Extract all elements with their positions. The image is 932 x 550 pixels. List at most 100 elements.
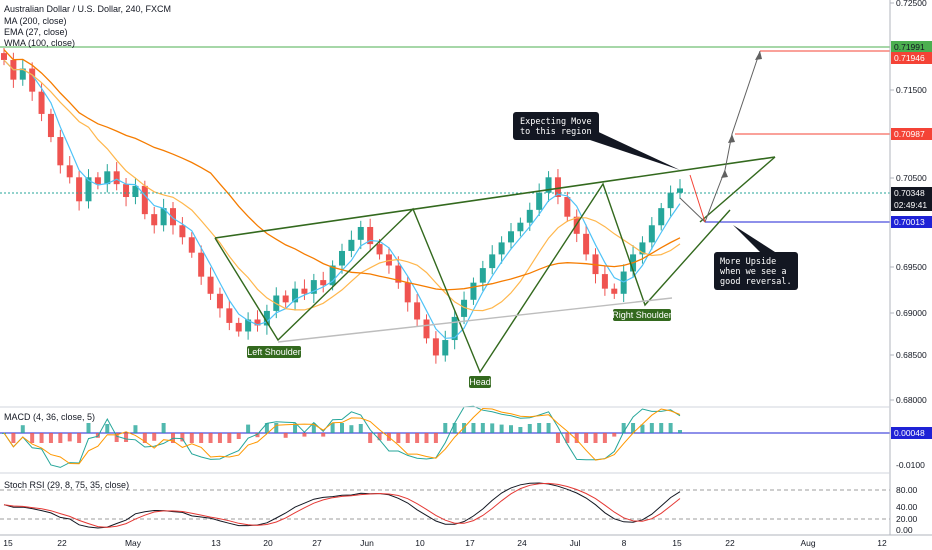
price-label-text: 0.70348 <box>894 188 925 198</box>
candle-body <box>339 250 345 266</box>
candle-body <box>545 177 552 193</box>
candle-body <box>508 231 514 243</box>
macd-histogram-bar <box>180 433 185 442</box>
macd-histogram-bar <box>565 433 570 443</box>
macd-histogram-bar <box>433 433 438 443</box>
y-tick-label: 0.68000 <box>896 395 927 405</box>
rsi-y-tick: 80.00 <box>896 485 918 495</box>
macd-histogram-bar <box>443 423 448 433</box>
macd-histogram-bar <box>593 433 598 443</box>
candle-body <box>348 239 355 251</box>
macd-histogram-bar <box>321 433 326 437</box>
candle-body <box>198 252 205 277</box>
more-upside-callout-text: when we see a <box>720 267 787 277</box>
candle-body <box>451 316 458 341</box>
macd-histogram-bar <box>415 433 420 443</box>
macd-histogram-bar <box>368 433 373 443</box>
candle-body <box>526 209 533 223</box>
candle-body <box>123 184 130 198</box>
arrow-head-mid <box>728 134 735 143</box>
macd-histogram-bar <box>124 433 129 442</box>
price-label-text: 02:49:41 <box>894 200 927 210</box>
y-tick-label: 0.69500 <box>896 262 927 272</box>
x-tick-label: 15 <box>672 538 682 548</box>
macd-pane[interactable] <box>0 405 890 468</box>
macd-label: MACD (4, 36, close, 5) <box>4 412 95 422</box>
macd-histogram-bar <box>302 433 307 437</box>
candle-body <box>479 268 486 283</box>
macd-histogram-bar <box>199 433 204 443</box>
macd-histogram-bar <box>189 433 194 443</box>
price-label-text: 0.70013 <box>894 217 925 227</box>
candle-body <box>310 280 317 294</box>
candle-body <box>461 299 468 317</box>
candlestick-series <box>1 47 683 364</box>
price-label-box <box>891 216 932 228</box>
rsi-y-tick: 20.00 <box>896 514 918 524</box>
more-upside-callout-box <box>714 252 798 290</box>
candle-body <box>658 208 665 226</box>
macd-histogram-bar <box>30 433 35 443</box>
x-tick-label: 22 <box>57 538 67 548</box>
stoch-k-line <box>3 482 681 529</box>
neckline-end <box>699 156 776 223</box>
macd-histogram-bar <box>612 433 617 437</box>
macd-histogram-bar <box>264 423 269 433</box>
candle-body <box>648 225 655 243</box>
callout-pointer-2 <box>733 225 775 252</box>
macd-histogram-bar <box>574 433 579 443</box>
candle-body <box>113 171 120 185</box>
price-label-text: 0.70987 <box>894 129 925 139</box>
candle-body <box>517 222 524 232</box>
macd-histogram-bar <box>114 433 119 442</box>
price-label-box <box>891 128 932 140</box>
candle-body <box>254 319 261 326</box>
indicator-ma200: MA (200, close) <box>4 16 67 26</box>
candle-body <box>141 185 148 215</box>
macd-histogram-bar <box>311 423 316 433</box>
price-label-box <box>891 199 932 211</box>
candle-body <box>216 293 223 309</box>
candle-body <box>320 280 327 286</box>
macd-histogram-bar <box>649 423 654 433</box>
candle-body <box>170 208 176 226</box>
arrow-head-low <box>721 170 728 178</box>
candle-body <box>677 188 683 193</box>
macd-histogram-bar <box>555 433 560 443</box>
x-tick-label: 12 <box>877 538 887 548</box>
candle-body <box>66 165 73 178</box>
stoch-d-line <box>3 482 681 528</box>
candle-body <box>245 319 252 332</box>
macd-histogram-bar <box>396 433 401 443</box>
macd-histogram-bar <box>452 423 457 433</box>
x-tick-label: Aug <box>800 538 815 548</box>
x-tick-label: 17 <box>465 538 475 548</box>
macd-histogram-bar <box>527 424 532 433</box>
y-tick-label: 0.69000 <box>896 308 927 318</box>
macd-histogram-bar <box>293 423 298 433</box>
price-label-box <box>891 187 932 199</box>
candle-body <box>19 68 26 80</box>
macd-histogram-bar <box>217 433 222 443</box>
stoch-rsi-label: Stoch RSI (29, 8, 75, 35, close) <box>4 480 129 490</box>
candle-body <box>395 265 402 283</box>
macd-histogram-bar <box>584 433 589 443</box>
macd-y-tick: -0.0100 <box>896 460 925 470</box>
more-upside-callout-text: good reversal. <box>720 277 792 287</box>
candle-body <box>85 177 92 202</box>
y-tick-label: 0.71500 <box>896 85 927 95</box>
macd-histogram-bar <box>161 423 166 433</box>
y-tick-label: 0.70500 <box>896 173 927 183</box>
x-tick-label: 8 <box>622 538 627 548</box>
candle-body <box>235 322 242 332</box>
x-tick-label: Jun <box>360 538 374 548</box>
macd-histogram-bar <box>142 433 147 443</box>
stoch-rsi-pane[interactable] <box>0 482 890 529</box>
projection-path <box>679 50 761 223</box>
candle-body <box>282 295 289 303</box>
macd-histogram-bar <box>58 433 63 443</box>
candle-body <box>94 177 101 185</box>
macd-histogram-bar <box>546 423 551 433</box>
